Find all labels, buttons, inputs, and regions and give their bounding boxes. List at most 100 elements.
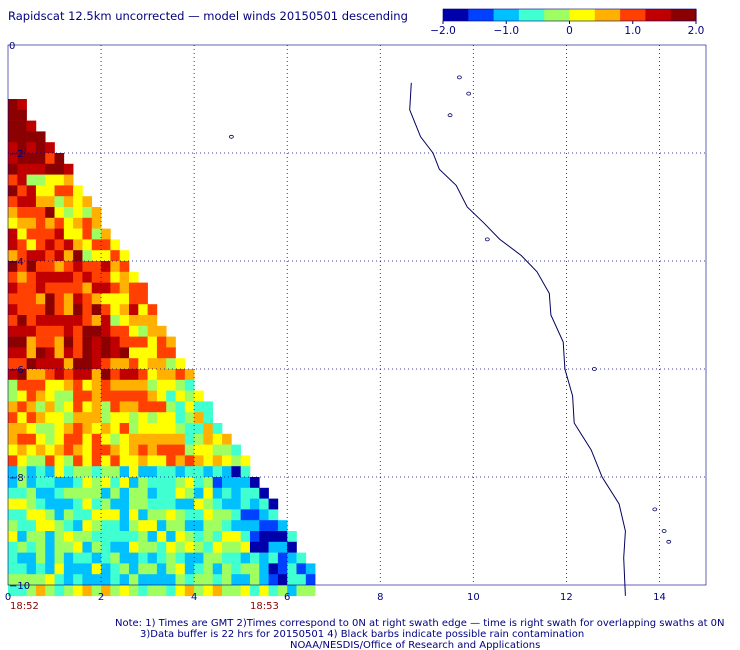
- heatmap-cell: [147, 358, 158, 370]
- heatmap-cell: [110, 444, 120, 456]
- colorbar-tick-label: 1.0: [624, 25, 641, 37]
- heatmap-cell: [91, 304, 102, 316]
- colorbar-segment: [468, 9, 474, 21]
- heatmap-cell: [82, 315, 93, 327]
- time-label-end: 18:53: [250, 601, 279, 612]
- heatmap-cell: [119, 563, 130, 575]
- heatmap-cell: [231, 455, 241, 467]
- heatmap-cell: [128, 358, 139, 370]
- heatmap-cell: [17, 207, 27, 219]
- heatmap-cell: [277, 520, 288, 532]
- heatmap-cell: [82, 358, 93, 370]
- heatmap-cell: [203, 563, 214, 575]
- heatmap-cell: [156, 541, 167, 553]
- heatmap-cell: [156, 487, 167, 499]
- heatmap-cell: [26, 325, 37, 337]
- heatmap-cell: [91, 207, 102, 219]
- heatmap-cell: [175, 487, 186, 499]
- heatmap-cell: [26, 487, 37, 499]
- heatmap-cell: [73, 477, 83, 489]
- heatmap-cell: [54, 509, 65, 521]
- heatmap-cell: [63, 433, 74, 445]
- heatmap-cell: [45, 325, 55, 337]
- heatmap-cell: [305, 585, 316, 597]
- heatmap-cell: [147, 369, 158, 381]
- heatmap-cell: [119, 304, 130, 316]
- heatmap-cell: [203, 455, 214, 467]
- heatmap-cell: [231, 498, 241, 510]
- heatmap-cell: [63, 412, 74, 424]
- heatmap-cell: [54, 585, 65, 597]
- heatmap-cell: [63, 369, 74, 381]
- heatmap-cell: [63, 552, 74, 564]
- heatmap-cell: [222, 552, 232, 564]
- island-outline: [661, 529, 667, 533]
- heatmap-cell: [91, 444, 102, 456]
- heatmap-cell: [147, 487, 158, 499]
- heatmap-cell: [35, 563, 46, 575]
- heatmap-cell: [17, 466, 27, 478]
- heatmap-cell: [110, 293, 120, 305]
- heatmap-cell: [119, 531, 130, 543]
- heatmap-cell: [82, 498, 93, 510]
- colorbar-segment: [594, 9, 600, 21]
- heatmap-cell: [184, 390, 195, 402]
- heatmap-cell: [17, 131, 27, 143]
- heatmap-cell: [63, 541, 74, 553]
- heatmap-cell: [91, 433, 102, 445]
- heatmap-cell: [119, 574, 130, 586]
- heatmap-cell: [63, 261, 74, 273]
- heatmap-cell: [17, 304, 27, 316]
- heatmap-cell: [268, 563, 279, 575]
- heatmap-cell: [17, 541, 27, 553]
- heatmap-cell: [175, 379, 186, 391]
- heatmap-cell: [175, 520, 186, 532]
- heatmap-cell: [147, 552, 158, 564]
- colorbar-segment: [636, 9, 642, 21]
- y-tick-label: −2: [9, 149, 24, 160]
- heatmap-cell: [194, 509, 204, 521]
- heatmap-cell: [82, 585, 93, 597]
- colorbar-segment: [679, 9, 684, 21]
- heatmap-cell: [17, 315, 27, 327]
- heatmap-cell: [82, 412, 93, 424]
- heatmap-cell: [63, 315, 74, 327]
- heatmap-cell: [212, 423, 223, 435]
- heatmap-cell: [101, 282, 111, 294]
- heatmap-cell: [45, 250, 55, 262]
- heatmap-cell: [8, 120, 18, 132]
- x-tick-label: 10: [467, 592, 480, 603]
- colorbar-segment: [552, 9, 558, 21]
- heatmap-cell: [119, 358, 130, 370]
- colorbar-segment: [645, 9, 651, 21]
- heatmap-cell: [138, 455, 148, 467]
- heatmap-cell: [147, 336, 158, 348]
- heatmap-cell: [45, 217, 55, 229]
- heatmap-cell: [128, 423, 139, 435]
- heatmap-cell: [26, 412, 37, 424]
- heatmap-cell: [82, 423, 93, 435]
- heatmap-cell: [54, 315, 65, 327]
- heatmap-cell: [128, 498, 139, 510]
- heatmap-cell: [119, 336, 130, 348]
- heatmap-cell: [91, 552, 102, 564]
- heatmap-cell: [166, 477, 176, 489]
- heatmap-cell: [194, 477, 204, 489]
- heatmap-cell: [101, 358, 111, 370]
- heatmap-cell: [166, 369, 176, 381]
- heatmap-cell: [138, 401, 148, 413]
- heatmap-cell: [8, 444, 18, 456]
- heatmap-cell: [82, 293, 93, 305]
- heatmap-cell: [101, 585, 111, 597]
- heatmap-cell: [184, 401, 195, 413]
- heatmap-cell: [101, 347, 111, 359]
- heatmap-cell: [73, 358, 83, 370]
- heatmap-cell: [17, 261, 27, 273]
- heatmap-cell: [110, 477, 120, 489]
- heatmap-cell: [8, 282, 18, 294]
- heatmap-cell: [194, 520, 204, 532]
- heatmap-cell: [110, 552, 120, 564]
- heatmap-cell: [63, 163, 74, 175]
- heatmap-cell: [17, 109, 27, 121]
- colorbar-segment: [628, 9, 634, 21]
